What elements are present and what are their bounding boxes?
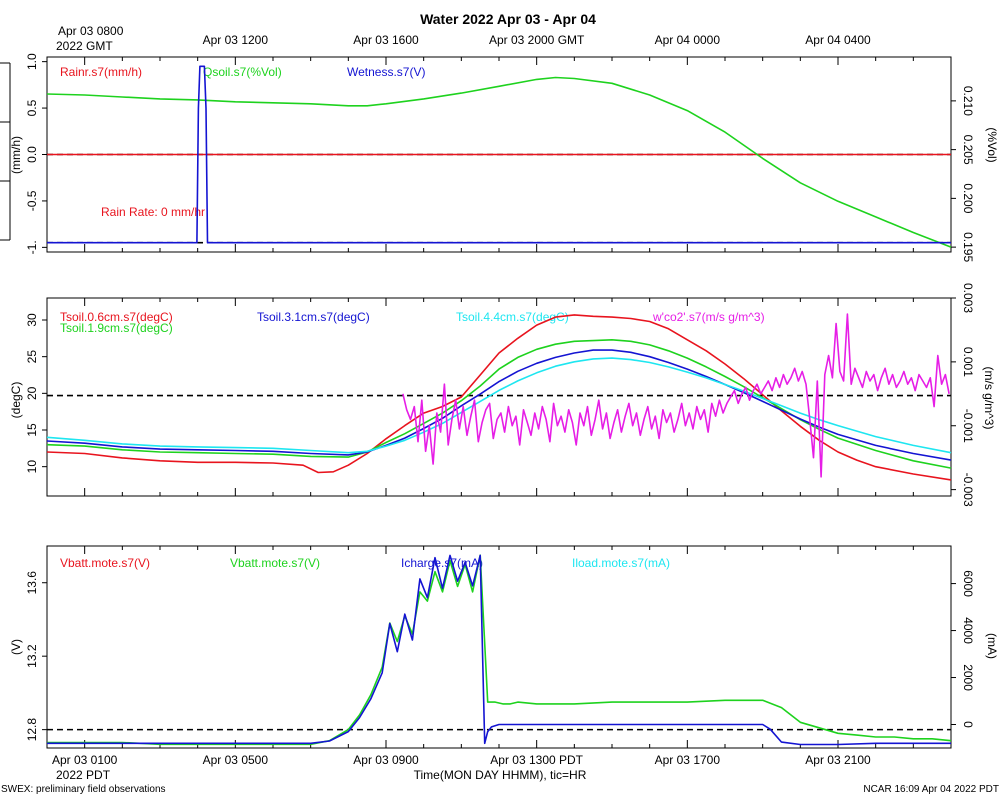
tsoil-legend-3-1cm: Tsoil.3.1cm.s7(degC) bbox=[257, 310, 370, 324]
left-axis-tick-label: 20 bbox=[25, 386, 39, 400]
top-axis-first-label: Apr 03 0800 bbox=[58, 24, 124, 38]
rain-rate-annotation: Rain Rate: 0 mm/hr bbox=[101, 205, 205, 219]
top-axis-tick-label: Apr 04 0400 bbox=[805, 33, 871, 47]
chart-title: Water 2022 Apr 03 - Apr 04 bbox=[420, 11, 596, 27]
top-axis-tick-label: Apr 03 1600 bbox=[353, 33, 419, 47]
left-axis-tick-label: 1.0 bbox=[25, 53, 39, 70]
bottom-axis-tick-label: Apr 03 1700 bbox=[655, 753, 721, 767]
left-axis-tick-label: 25 bbox=[25, 350, 39, 364]
tsoil-right-axis-label: (m/s g/m^3) bbox=[982, 367, 996, 430]
bottom-time-axis: 2022 PDT Time(MON DAY HHMM), tic=HR Apr … bbox=[52, 753, 871, 782]
right-axis-tick-label: -0.001 bbox=[961, 409, 975, 443]
right-axis-tick-label: 6000 bbox=[961, 570, 975, 597]
footer-left: SWEX: preliminary field observations bbox=[1, 784, 166, 795]
series-line-w-co2-s7-m-s-g-m-3- bbox=[402, 313, 950, 478]
series-line-icharge-s7-ma- bbox=[47, 554, 951, 746]
right-axis-tick-label: 0.003 bbox=[961, 283, 975, 313]
left-axis-tick-label: -0.5 bbox=[25, 190, 39, 211]
right-axis-tick-label: 0 bbox=[961, 721, 975, 728]
bottom-axis-tick-label: Apr 03 2100 bbox=[805, 753, 871, 767]
left-edge-scale-stub bbox=[0, 62, 11, 241]
tsoil-left-axis-label: (degC) bbox=[9, 382, 23, 419]
left-axis-tick-label: 0.0 bbox=[25, 146, 39, 163]
series-line-wetness-s7-v- bbox=[47, 65, 951, 244]
left-axis-tick-label: 0.5 bbox=[25, 99, 39, 116]
right-axis-tick-label: 4000 bbox=[961, 617, 975, 644]
bottom-axis-tick-label: Apr 03 0500 bbox=[203, 753, 269, 767]
right-axis-tick-label: -0.003 bbox=[961, 473, 975, 507]
battery-panel: Vbatt.mote.s7(V) Vbatt.mote.s7(V) Icharg… bbox=[9, 545, 999, 749]
right-axis-tick-label: 0.200 bbox=[961, 183, 975, 213]
wco2-legend: w'co2'.s7(m/s g/m^3) bbox=[652, 310, 765, 324]
right-axis-tick-label: 0.210 bbox=[961, 86, 975, 116]
batt-right-axis-label: (mA) bbox=[985, 633, 999, 659]
x-axis-title: Time(MON DAY HHMM), tic=HR bbox=[414, 768, 587, 782]
right-axis-tick-label: 0.001 bbox=[961, 347, 975, 377]
series-line-tsoil-1-9cm-s7-degc- bbox=[46, 338, 952, 469]
rain-soil-panel: Rainr.s7(mm/h) Qsoil.s7(%Vol) Wetness.s7… bbox=[9, 53, 999, 262]
left-axis-tick-label: 30 bbox=[25, 313, 39, 327]
bottom-axis-year-label: 2022 PDT bbox=[56, 768, 111, 782]
top-axis-year-label: 2022 GMT bbox=[56, 39, 113, 53]
series-line-tsoil-4-4cm-s7-degc- bbox=[46, 357, 952, 454]
rain-legend-rainrate: Rainr.s7(mm/h) bbox=[60, 65, 142, 79]
rain-legend-wetness: Wetness.s7(V) bbox=[347, 65, 425, 79]
right-axis-tick-label: 0.205 bbox=[961, 135, 975, 165]
bottom-axis-tick-label: Apr 03 0900 bbox=[353, 753, 419, 767]
batt-left-axis-label: (V) bbox=[9, 639, 23, 655]
tsoil-legend-0-6cm: Tsoil.0.6cm.s7(degC) bbox=[60, 310, 173, 324]
series-line-tsoil-3-1cm-s7-degc- bbox=[46, 349, 952, 461]
rain-left-axis-label: (mm/h) bbox=[9, 136, 23, 174]
vbatt-legend-red: Vbatt.mote.s7(V) bbox=[60, 556, 150, 570]
vbatt-legend-green: Vbatt.mote.s7(V) bbox=[230, 556, 320, 570]
rain-right-axis-label: (%Vol) bbox=[985, 127, 999, 162]
top-axis-tick-label: Apr 04 0000 bbox=[655, 33, 721, 47]
tsoil-legend-4-4cm: Tsoil.4.4cm.s7(degC) bbox=[456, 310, 569, 324]
rain-legend-qsoil: Qsoil.s7(%Vol) bbox=[203, 65, 282, 79]
top-axis-tick-label: Apr 03 1200 bbox=[203, 33, 269, 47]
left-axis-tick-label: 15 bbox=[25, 423, 39, 437]
left-axis-tick-label: 12.8 bbox=[25, 718, 39, 742]
left-axis-tick-label: 13.6 bbox=[25, 571, 39, 595]
left-axis-tick-label: 10 bbox=[25, 460, 39, 474]
bottom-axis-tick-label: Apr 03 1300 PDT bbox=[490, 753, 583, 767]
right-axis-tick-label: 2000 bbox=[961, 664, 975, 691]
left-axis-tick-label: 13.2 bbox=[25, 644, 39, 668]
left-axis-tick-label: -1. bbox=[25, 240, 39, 254]
footer-right: NCAR 16:09 Apr 04 2022 PDT bbox=[863, 784, 999, 795]
iload-legend: Iload.mote.s7(mA) bbox=[572, 556, 670, 570]
series-line-qsoil-s7-vol- bbox=[46, 76, 952, 248]
series-line-tsoil-0-6cm-s7-degc- bbox=[46, 314, 952, 481]
soil-temperature-panel: Tsoil.0.6cm.s7(degC) Tsoil.1.9cm.s7(degC… bbox=[9, 283, 996, 507]
icharge-legend: Icharge.s7(mA) bbox=[401, 556, 483, 570]
bottom-axis-tick-label: Apr 03 0100 bbox=[52, 753, 118, 767]
right-axis-tick-label: 0.195 bbox=[961, 232, 975, 262]
top-time-axis: Apr 03 0800 2022 GMT Apr 03 1200 Apr 03 1… bbox=[56, 24, 871, 53]
tsoil-legend-1-9cm: Tsoil.1.9cm.s7(degC) bbox=[60, 321, 173, 335]
top-axis-tick-label: Apr 03 2000 GMT bbox=[489, 33, 585, 47]
